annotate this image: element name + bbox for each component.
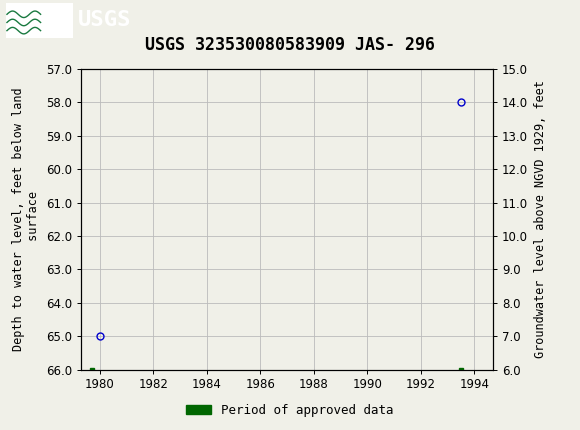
Bar bbox=[6, 3, 72, 37]
Y-axis label: Depth to water level, feet below land
 surface: Depth to water level, feet below land su… bbox=[13, 87, 41, 351]
Text: USGS 323530080583909 JAS- 296: USGS 323530080583909 JAS- 296 bbox=[145, 36, 435, 54]
Text: USGS: USGS bbox=[78, 10, 132, 31]
Y-axis label: Groundwater level above NGVD 1929, feet: Groundwater level above NGVD 1929, feet bbox=[534, 80, 547, 358]
Legend: Period of approved data: Period of approved data bbox=[181, 399, 399, 421]
